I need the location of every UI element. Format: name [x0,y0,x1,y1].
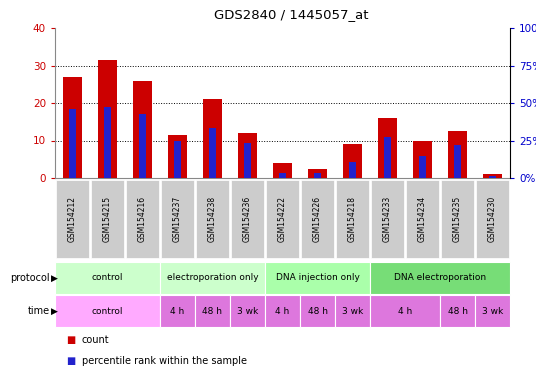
Text: 48 h: 48 h [308,306,327,316]
Text: GSM154238: GSM154238 [208,196,217,242]
Text: protocol: protocol [10,273,50,283]
Bar [483,174,502,178]
Bar [174,141,181,178]
Text: 3 wk: 3 wk [342,306,363,316]
Text: GSM154216: GSM154216 [138,196,147,242]
Bar [384,137,391,178]
Bar [279,173,286,178]
Text: GSM154236: GSM154236 [243,196,252,242]
Text: GSM154235: GSM154235 [453,196,462,242]
Text: percentile rank within the sample: percentile rank within the sample [82,356,247,366]
Bar [273,163,292,178]
Text: GSM154215: GSM154215 [103,196,112,242]
Bar [238,133,257,178]
Text: ■: ■ [66,356,75,366]
Bar [244,143,251,178]
Bar [69,109,76,178]
Bar [98,60,117,178]
Bar [308,169,327,178]
Bar [413,141,432,178]
Bar [489,176,496,178]
Bar [139,114,146,178]
Text: electroporation only: electroporation only [167,273,258,283]
Text: GSM154234: GSM154234 [418,196,427,242]
Text: GSM154218: GSM154218 [348,196,357,242]
Text: 4 h: 4 h [276,306,289,316]
Text: 3 wk: 3 wk [482,306,503,316]
Text: GSM154233: GSM154233 [383,196,392,242]
Bar [419,156,426,178]
Bar [378,118,397,178]
Bar [349,162,356,178]
Text: 3 wk: 3 wk [237,306,258,316]
Text: count: count [82,335,109,345]
Text: GSM154226: GSM154226 [313,196,322,242]
Bar [104,107,111,178]
Bar [343,144,362,178]
Text: GSM154230: GSM154230 [488,196,497,242]
Text: 48 h: 48 h [203,306,222,316]
Text: ■: ■ [66,335,75,345]
Text: control: control [92,273,123,283]
Text: ▶: ▶ [51,306,57,316]
Bar [448,131,467,178]
Text: time: time [27,306,50,316]
Text: DNA injection only: DNA injection only [276,273,360,283]
Bar [454,145,461,178]
Bar [63,77,82,178]
Text: 48 h: 48 h [448,306,467,316]
Text: GSM154212: GSM154212 [68,196,77,242]
Text: DNA electroporation: DNA electroporation [394,273,486,283]
Bar [203,99,222,178]
Text: ▶: ▶ [51,273,57,283]
Text: GSM154222: GSM154222 [278,196,287,242]
Bar [168,135,187,178]
Text: 4 h: 4 h [170,306,184,316]
Text: 4 h: 4 h [398,306,412,316]
Bar [314,173,321,178]
Bar [133,81,152,178]
Text: GSM154237: GSM154237 [173,196,182,242]
Bar [209,128,216,178]
Text: GDS2840 / 1445057_at: GDS2840 / 1445057_at [214,8,369,21]
Text: control: control [92,306,123,316]
